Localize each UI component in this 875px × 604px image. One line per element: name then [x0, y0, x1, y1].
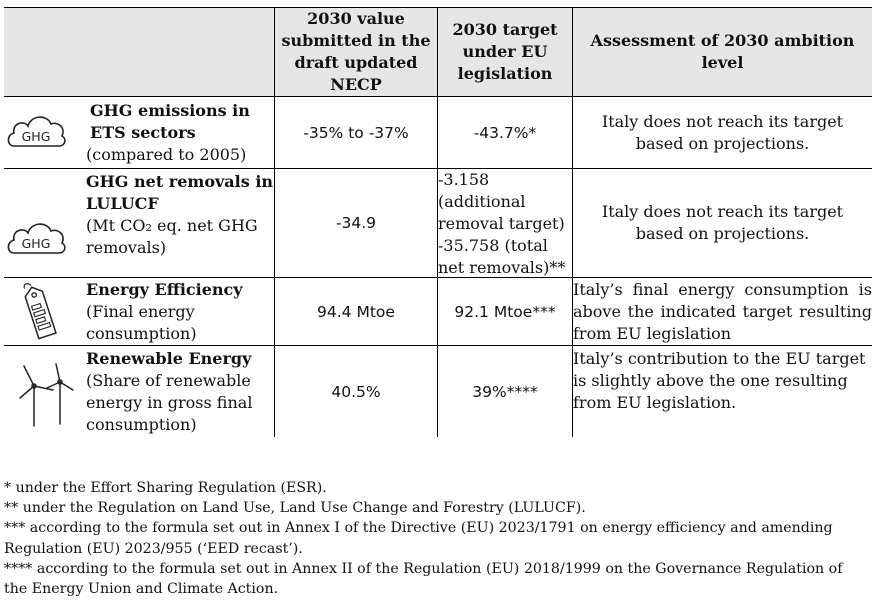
ghg-icon-label: GHG	[22, 129, 51, 144]
row-target: 92.1 Mtoe***	[438, 278, 572, 345]
header-value-text: 2030 value submitted in the draft update…	[281, 9, 431, 94]
footnotes: * under the Effort Sharing Regulation (E…	[4, 478, 870, 599]
target-text: 39%****	[472, 382, 538, 401]
row-assessment: Italy’s final energy consumption is abov…	[573, 278, 872, 345]
wind-turbines-icon	[19, 363, 74, 427]
assessment-text: Italy does not reach its target based on…	[601, 111, 844, 153]
row-target: 39%****	[438, 346, 572, 437]
footnote: **** according to the formula set out in…	[4, 560, 843, 598]
ghg-icon-label: GHG	[22, 236, 51, 251]
row-divider	[4, 345, 872, 346]
row-target: -3.158 (additional removal target) -35.7…	[438, 169, 572, 277]
row-divider	[4, 168, 872, 169]
value-text: 40.5%	[331, 382, 381, 401]
row-renewable-energy-label: Renewable Energy (Share of renewable ene…	[86, 346, 274, 437]
row-title: Renewable Energy	[86, 348, 252, 368]
row-value: -35% to -37%	[275, 97, 437, 168]
assessment-text: Italy’s final energy consumption is abov…	[573, 279, 872, 343]
row-assessment: Italy does not reach its target based on…	[573, 97, 872, 168]
header-assessment-text: Assessment of 2030 ambition level	[590, 31, 855, 72]
row-target: -43.7%*	[438, 97, 572, 168]
target-line: removal target)	[438, 214, 565, 233]
target-line: net removals)**	[438, 258, 566, 277]
target-text: -43.7%*	[473, 123, 537, 142]
ambition-table: 2030 value submitted in the draft update…	[4, 7, 872, 437]
row-divider	[4, 277, 872, 278]
footnote: ** under the Regulation on Land Use, Lan…	[4, 500, 586, 517]
energy-label-tag-icon	[23, 283, 57, 340]
row-assessment: Italy does not reach its target based on…	[573, 169, 872, 277]
header-target-text: 2030 target under EU legislation	[452, 20, 558, 83]
target-text: 92.1 Mtoe***	[454, 302, 556, 321]
row-value: -34.9	[275, 169, 437, 277]
header-background	[4, 8, 872, 96]
row-title: GHG net removals in LULUCF	[86, 172, 274, 213]
target-line: (additional	[438, 192, 526, 211]
row-title: Energy Efficiency	[86, 279, 243, 299]
row-assessment: Italy’s contribution to the EU target is…	[573, 346, 872, 437]
ghg-cloud-icon: GHG	[7, 116, 66, 147]
row-value: 94.4 Mtoe	[275, 278, 437, 345]
header-assessment: Assessment of 2030 ambition level	[573, 8, 872, 96]
row-divider	[4, 96, 872, 97]
row-subtitle: (Final energy consumption)	[86, 301, 197, 343]
value-text: -35% to -37%	[303, 123, 409, 142]
header-value: 2030 value submitted in the draft update…	[275, 8, 437, 96]
ghg-cloud-icon: GHG	[7, 223, 66, 254]
row-subtitle: (Mt CO₂ eq. net GHG removals)	[86, 216, 258, 257]
row-subtitle: (compared to 2005)	[86, 144, 247, 164]
footnote: *** according to the formula set out in …	[4, 520, 833, 557]
column-divider	[572, 7, 573, 437]
target-line: -35.758 (total	[438, 236, 548, 255]
row-value: 40.5%	[275, 346, 437, 437]
column-divider	[437, 7, 438, 437]
row-title: GHG emissions in ETS sectors	[90, 100, 250, 142]
target-line: -3.158	[438, 170, 490, 189]
assessment-text: Italy does not reach its target based on…	[601, 202, 844, 243]
footnote: * under the Effort Sharing Regulation (E…	[4, 480, 327, 496]
row-ghg-ets-label: GHG emissions in ETS sectors (compared t…	[86, 97, 274, 168]
column-divider	[274, 7, 275, 437]
row-subtitle: (Share of renewable energy in gross fina…	[86, 370, 253, 434]
row-lulucf-label: GHG net removals in LULUCF (Mt CO₂ eq. n…	[86, 169, 274, 277]
assessment-text: Italy’s contribution to the EU target is…	[573, 349, 866, 412]
header-target: 2030 target under EU legislation	[438, 8, 572, 96]
value-text: 94.4 Mtoe	[317, 302, 395, 321]
table-border-top	[4, 7, 872, 8]
row-energy-efficiency-label: Energy Efficiency (Final energy consumpt…	[86, 278, 274, 345]
value-text: -34.9	[335, 214, 377, 232]
